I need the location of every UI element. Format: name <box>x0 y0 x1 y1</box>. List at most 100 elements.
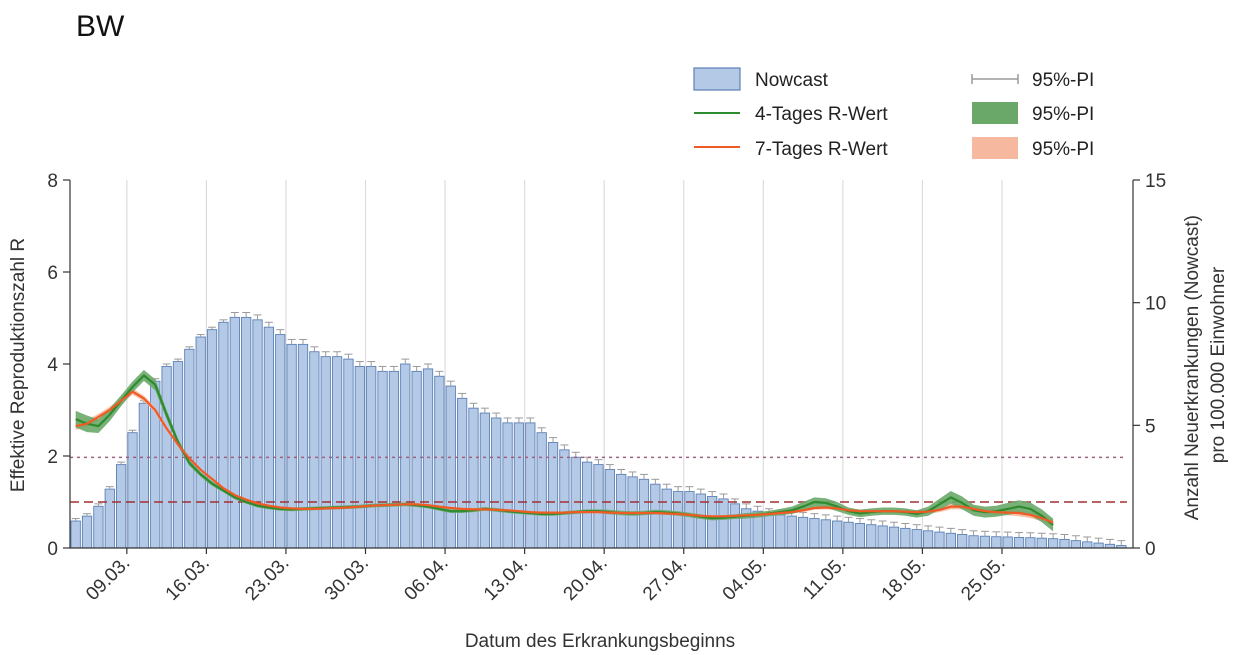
nowcast-error-bar <box>912 524 921 530</box>
nowcast-bar <box>957 534 968 549</box>
nowcast-error-bar <box>185 346 194 350</box>
y-left-tick-label: 8 <box>47 171 58 192</box>
nowcast-bar <box>934 531 945 549</box>
nowcast-bars <box>70 316 1127 549</box>
nowcast-bar <box>1013 537 1025 549</box>
nowcast-error-bar <box>196 334 205 338</box>
nowcast-error-bar <box>1083 536 1092 542</box>
nowcast-bar <box>1070 540 1081 549</box>
nowcast-bar <box>479 412 490 549</box>
nowcast-bar <box>809 518 820 549</box>
nowcast-error-bar <box>571 451 580 458</box>
nowcast-error-bar <box>1026 532 1035 538</box>
nowcast-error-bar <box>310 346 319 352</box>
y-left-tick-label: 2 <box>47 447 58 468</box>
nowcast-error-bar <box>1003 531 1012 537</box>
nowcast-bar <box>252 319 263 549</box>
nowcast-error-bar <box>878 520 887 526</box>
nowcast-bar <box>672 491 684 549</box>
nowcast-error-bar <box>162 363 171 367</box>
nowcast-error-bar <box>549 437 558 443</box>
nowcast-bar <box>718 498 729 549</box>
nowcast-error-bar <box>924 525 933 531</box>
nowcast-error-bar <box>855 518 864 524</box>
nowcast-bar <box>513 422 525 549</box>
nowcast-bar <box>1059 538 1070 549</box>
nowcast-bar <box>309 351 320 549</box>
nowcast-bar <box>979 535 991 549</box>
x-tick-label: 27.04. <box>639 553 691 605</box>
nowcast-error-bar <box>662 483 671 490</box>
nowcast-bar <box>218 321 229 549</box>
legend-pi-r4-label: 95%-PI <box>1032 104 1094 125</box>
nowcast-error-bar <box>458 392 467 399</box>
nowcast-error-bar <box>128 429 137 433</box>
nowcast-bar <box>1002 536 1013 549</box>
nowcast-error-bar <box>526 417 535 423</box>
nowcast-bar <box>559 449 570 549</box>
chart-title: BW <box>76 10 125 43</box>
nowcast-bar <box>832 520 843 549</box>
nowcast-error-bar <box>1037 532 1046 539</box>
nowcast-bar <box>604 469 615 549</box>
nowcast-error-bar <box>287 338 296 345</box>
r-value-lines <box>75 374 1054 526</box>
nowcast-bar <box>775 514 786 549</box>
nowcast-error-bar <box>71 518 80 522</box>
x-tick-label: 30.03. <box>321 553 373 605</box>
legend-pi-bar-label: 95%-PI <box>1032 70 1094 91</box>
nowcast-error-bar <box>753 505 762 512</box>
nowcast-error-bar <box>696 488 705 495</box>
legend-pi-r7-swatch <box>972 137 1018 159</box>
nowcast-bar <box>297 343 309 549</box>
nowcast-error-bar <box>253 314 262 320</box>
nowcast-error-bar <box>344 353 353 360</box>
nowcast-error-bar <box>424 363 432 369</box>
nowcast-error-bar <box>844 516 853 523</box>
nowcast-bar <box>820 519 831 549</box>
nowcast-error-bar <box>412 365 421 372</box>
nowcast-error-bar <box>355 361 364 367</box>
nowcast-error-bar <box>367 361 376 367</box>
nowcast-bar <box>763 513 775 549</box>
nowcast-error-bar <box>230 311 239 318</box>
legend-pi-r4-swatch <box>972 102 1018 124</box>
nowcast-bar <box>922 530 934 549</box>
nowcast-bar <box>502 422 513 549</box>
nowcast-bar <box>377 370 388 549</box>
y-axis-left-title: Effektive Reproduktionszahl R <box>8 238 29 492</box>
nowcast-error-bar <box>639 473 648 480</box>
nowcast-bar <box>1082 541 1093 549</box>
nowcast-error-bars <box>71 311 1126 546</box>
nowcast-bar <box>843 521 854 549</box>
nowcast-error-bar <box>469 402 478 409</box>
nowcast-error-bar <box>514 417 523 423</box>
nowcast-error-bar <box>708 491 717 497</box>
nowcast-bar <box>434 375 445 549</box>
nowcast-bar <box>684 491 695 549</box>
nowcast-bar <box>411 370 422 549</box>
nowcast-bar <box>81 515 93 549</box>
nowcast-bar <box>172 361 184 549</box>
legend: Nowcast 4-Tages R-Wert 7-Tages R-Wert 95… <box>693 67 1094 160</box>
nowcast-bar <box>900 527 911 549</box>
nowcast-error-bar <box>503 417 512 423</box>
nowcast-error-bar <box>117 461 126 465</box>
nowcast-bar <box>388 370 400 549</box>
nowcast-bar <box>968 535 979 549</box>
nowcast-bar <box>525 422 536 549</box>
y-right-tick-label: 15 <box>1145 171 1166 192</box>
x-tick-label: 23.03. <box>241 553 293 605</box>
nowcast-bar <box>320 356 331 549</box>
nowcast-bar <box>195 336 206 549</box>
legend-pi-errorbar-swatch <box>971 74 1019 84</box>
nowcast-bar <box>1093 542 1104 549</box>
nowcast-bar <box>184 348 195 549</box>
nowcast-error-bar <box>208 326 217 330</box>
y-right-tick-label: 10 <box>1145 294 1166 315</box>
nowcast-bar <box>945 532 956 549</box>
nowcast-bar <box>104 488 115 549</box>
nowcast-bar <box>331 356 343 549</box>
nowcast-error-bar <box>1094 537 1103 544</box>
